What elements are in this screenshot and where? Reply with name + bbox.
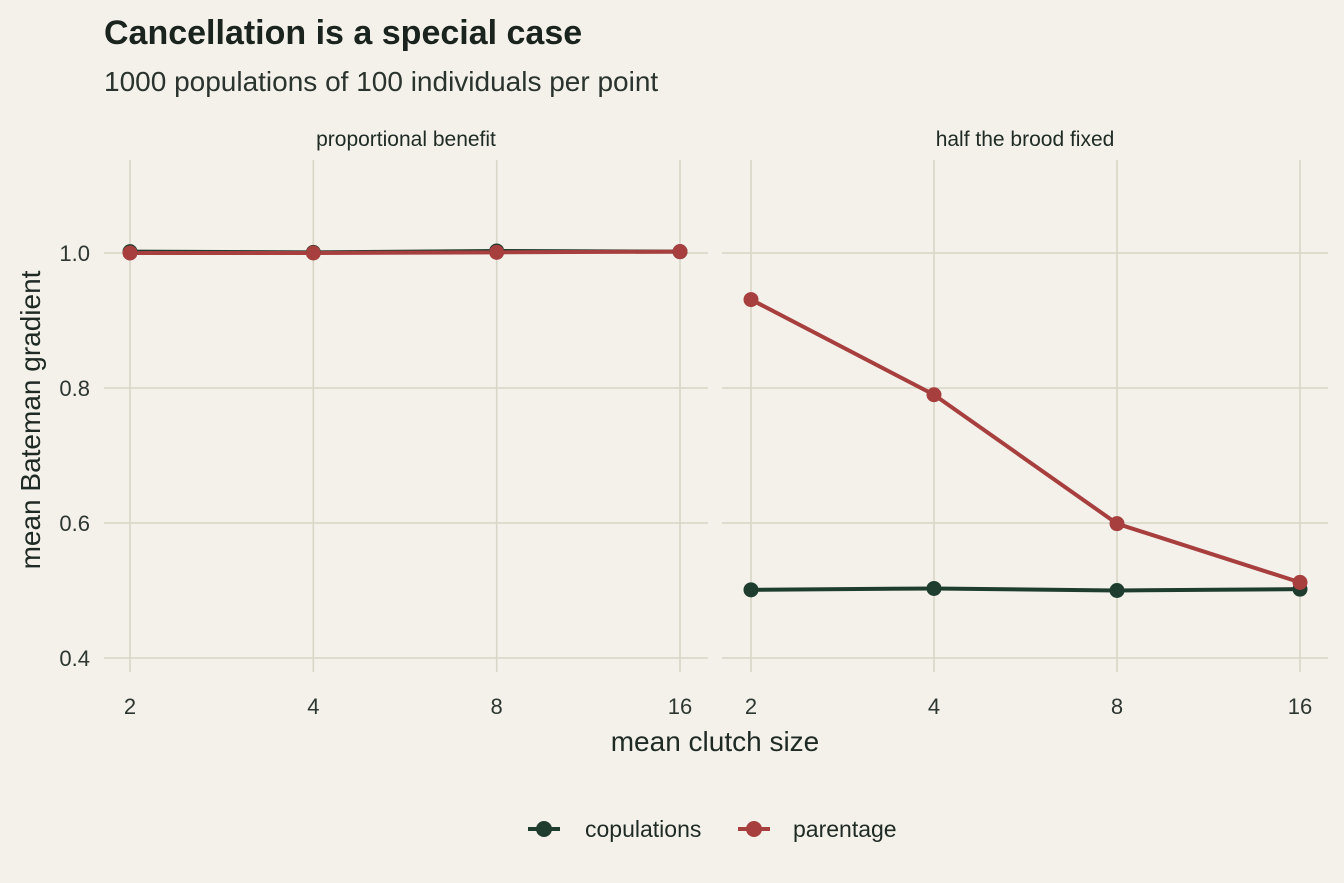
panel-strip-label: half the brood fixed xyxy=(936,128,1115,151)
legend-item-copulations: copulations xyxy=(528,816,701,842)
legend-label: parentage xyxy=(793,816,897,842)
y-axis-title: mean Bateman gradient xyxy=(15,270,46,569)
x-tick-label: 8 xyxy=(1111,694,1123,719)
panel-2: half the brood fixed 2 4 8 16 xyxy=(722,128,1328,719)
panel-strip-label: proportional benefit xyxy=(316,128,496,151)
y-axis: 0.4 0.6 0.8 1.0 xyxy=(59,241,90,671)
series-line-copulations xyxy=(750,586,1301,593)
y-tick-label: 1.0 xyxy=(59,241,90,266)
series-line-parentage xyxy=(130,249,681,255)
data-point-parentage xyxy=(1109,516,1125,532)
data-point-copulations xyxy=(743,582,759,598)
data-point-parentage xyxy=(672,244,688,260)
legend-key-point xyxy=(746,821,762,837)
y-tick-label: 0.4 xyxy=(59,646,90,671)
data-point-parentage xyxy=(305,245,321,261)
y-tick-label: 0.6 xyxy=(59,511,90,536)
x-tick-label: 16 xyxy=(1288,694,1312,719)
x-axis-title: mean clutch size xyxy=(611,726,820,757)
data-point-parentage xyxy=(122,245,138,261)
data-point-parentage xyxy=(743,292,759,308)
legend-key-point xyxy=(536,821,552,837)
x-tick-label: 2 xyxy=(124,694,136,719)
data-point-copulations xyxy=(1109,583,1125,598)
y-tick-label: 0.8 xyxy=(59,376,90,401)
data-point-parentage xyxy=(489,244,505,260)
chart-subtitle: 1000 populations of 100 individuals per … xyxy=(104,66,658,97)
x-tick-label: 8 xyxy=(491,694,503,719)
x-tick-label: 16 xyxy=(668,694,692,719)
x-tick-label: 2 xyxy=(745,694,757,719)
legend-label: copulations xyxy=(585,816,701,842)
data-point-parentage xyxy=(1292,574,1308,590)
panel-1: proportional benefit 2 4 8 16 xyxy=(104,128,708,719)
chart-title: Cancellation is a special case xyxy=(104,14,582,52)
x-tick-label: 4 xyxy=(307,694,319,719)
data-point-parentage xyxy=(926,387,942,403)
data-point-copulations xyxy=(926,580,942,596)
x-tick-label: 4 xyxy=(928,694,940,719)
series-line-parentage xyxy=(750,297,1301,585)
legend: copulations parentage xyxy=(528,816,897,842)
legend-item-parentage: parentage xyxy=(738,816,897,842)
